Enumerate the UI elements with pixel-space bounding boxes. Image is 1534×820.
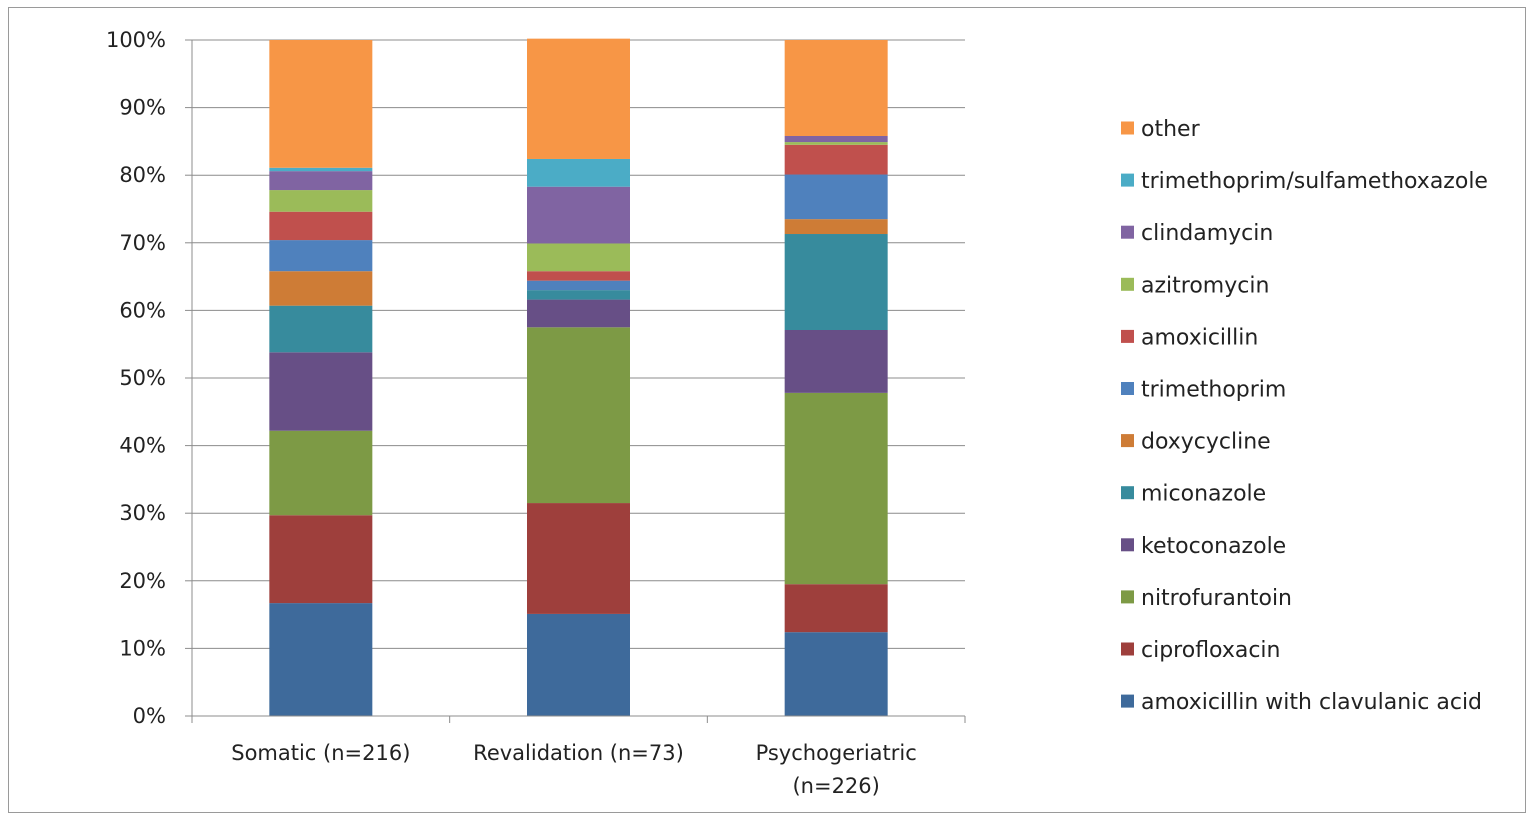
x-axis-categories: Somatic (n=216) Revalidation (n=73) Psycho… <box>231 741 917 798</box>
bar-segment <box>269 515 373 604</box>
bar-segment <box>269 271 373 306</box>
legend-label: miconazole <box>1141 482 1266 507</box>
legend-label: azitromycin <box>1141 273 1269 298</box>
bar-segment <box>269 352 373 431</box>
legend-swatch <box>1121 538 1134 552</box>
bar-segment <box>527 38 630 159</box>
legend-swatch <box>1121 329 1134 343</box>
bar-segment <box>527 299 630 328</box>
legend-label: other <box>1141 117 1201 142</box>
axes <box>185 39 966 723</box>
stacked-bar-chart: 0% 10% 20% 30% 40% 50% 60% 70% 80% 90% 100% Somati… <box>106 28 1488 798</box>
y-tick-label: 60% <box>119 298 166 322</box>
legend-label: doxycycline <box>1141 430 1271 455</box>
y-tick-label: 50% <box>119 366 166 390</box>
legend-swatch <box>1121 382 1134 395</box>
y-tick-label: 70% <box>119 231 166 255</box>
bar-segment <box>527 290 630 300</box>
bar-segment <box>784 135 888 143</box>
bar-segment <box>527 327 630 504</box>
bar-segment <box>784 219 888 235</box>
y-tick-label: 30% <box>119 501 166 525</box>
legend-label: ciprofloxacin <box>1141 638 1281 663</box>
x-category-label: Psychogeriatric (n=226) <box>756 741 917 798</box>
bar-segment <box>784 632 888 716</box>
bar-segment <box>784 40 888 136</box>
legend-label: clindamycin <box>1141 221 1273 246</box>
bar-segment <box>527 186 630 244</box>
legend-label: amoxicillin <box>1141 325 1258 350</box>
bar-segment <box>269 171 373 191</box>
bar-segment <box>784 330 888 393</box>
bar-segment <box>784 142 888 145</box>
bar-segment <box>784 174 888 220</box>
legend-swatch <box>1121 173 1134 187</box>
x-category-label: Revalidation (n=73) <box>473 741 684 765</box>
legend-label: trimethoprim/sulfamethoxazole <box>1141 169 1488 194</box>
y-tick-label: 10% <box>119 636 166 660</box>
legend-swatch <box>1121 121 1134 135</box>
bar-segment <box>269 190 373 212</box>
bar-segment <box>269 603 373 716</box>
legend-swatch <box>1121 434 1134 448</box>
legend-swatch <box>1121 642 1134 656</box>
bar-segment <box>269 430 373 516</box>
y-axis-ticks: 0% 10% 20% 30% 40% 50% 60% 70% 80% 90% 100% <box>106 28 166 728</box>
y-tick-label: 20% <box>119 569 166 593</box>
legend-label: nitrofurantoin <box>1141 586 1292 611</box>
legend: other trimethoprim/sulfamethoxazole clinda… <box>1121 117 1488 715</box>
bar-segment <box>269 240 373 272</box>
legend-swatch <box>1121 486 1134 500</box>
bar-segment <box>269 167 373 172</box>
legend-label: ketoconazole <box>1141 534 1286 559</box>
y-tick-label: 100% <box>106 28 166 52</box>
bar-segment <box>527 613 630 716</box>
y-tick-label: 90% <box>119 96 166 120</box>
legend-label: trimethoprim <box>1141 378 1286 403</box>
chart-frame: 0% 10% 20% 30% 40% 50% 60% 70% 80% 90% 100% Somati… <box>8 7 1526 813</box>
legend-label: amoxicillin with clavulanic acid <box>1141 690 1482 715</box>
bar-segment <box>269 40 373 168</box>
bar-segment <box>527 158 630 187</box>
x-category-label: Somatic (n=216) <box>231 741 410 765</box>
legend-swatch <box>1121 590 1134 604</box>
bars <box>269 38 888 716</box>
bar-segment <box>784 392 888 585</box>
bar-segment <box>784 234 888 331</box>
bar-segment <box>784 144 888 175</box>
bar-segment <box>527 243 630 272</box>
legend-swatch <box>1121 225 1134 239</box>
y-tick-label: 40% <box>119 434 166 458</box>
y-tick-label: 80% <box>119 163 166 187</box>
bar-segment <box>784 584 888 633</box>
legend-swatch <box>1121 694 1134 708</box>
legend-swatch <box>1121 277 1134 291</box>
bar-segment <box>527 271 630 281</box>
y-tick-label: 0% <box>133 704 166 728</box>
bar-segment <box>527 503 630 614</box>
bar-segment <box>527 280 630 291</box>
bar-segment <box>269 305 373 353</box>
bar-segment <box>269 211 373 241</box>
